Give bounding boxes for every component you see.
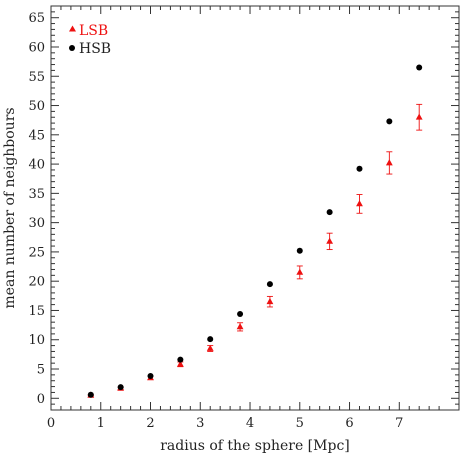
hsb-point <box>147 373 154 380</box>
y-axis-title: mean number of neighbours <box>2 107 18 308</box>
lsb-point <box>176 360 184 367</box>
y-tick-label: 15 <box>28 304 45 319</box>
x-axis-title: radius of the sphere [Mpc] <box>160 438 350 454</box>
hsb-point <box>356 165 363 172</box>
lsb-point <box>296 268 304 275</box>
y-tick-label: 40 <box>28 158 45 173</box>
lsb-point <box>206 344 214 351</box>
hsb-point <box>386 118 393 125</box>
y-tick-label: 60 <box>28 40 45 55</box>
x-tick-label: 3 <box>196 416 204 431</box>
legend-lsb-marker <box>69 25 76 32</box>
hsb-point <box>207 336 214 343</box>
hsb-point <box>237 310 244 317</box>
lsb-point <box>326 237 334 244</box>
y-tick-label: 35 <box>28 187 45 202</box>
hsb-point <box>177 356 184 363</box>
legend-hsb-marker <box>69 45 75 51</box>
lsb-point <box>415 113 423 120</box>
hsb-point <box>87 391 94 398</box>
y-tick-label: 30 <box>28 216 45 231</box>
x-tick-label: 5 <box>296 416 304 431</box>
hsb-point <box>416 64 423 71</box>
x-tick-label: 0 <box>47 416 55 431</box>
lsb-point <box>356 200 363 207</box>
lsb-point <box>236 323 244 330</box>
y-tick-label: 45 <box>28 128 45 143</box>
x-tick-label: 2 <box>146 416 154 431</box>
y-tick-label: 5 <box>37 363 45 378</box>
plot-frame <box>50 5 460 411</box>
y-tick-label: 50 <box>28 99 45 114</box>
x-tick-label: 7 <box>395 416 403 431</box>
legend-hsb-label: HSB <box>79 41 111 57</box>
data-marks <box>87 64 423 398</box>
y-tick-label: 55 <box>28 70 45 85</box>
lsb-point <box>385 159 393 166</box>
hsb-point <box>326 209 333 216</box>
legend: LSB HSB <box>69 23 111 57</box>
x-tick-label: 4 <box>246 416 254 431</box>
x-tick-label: 1 <box>97 416 105 431</box>
y-tick-label: 0 <box>37 392 45 407</box>
lsb-point <box>266 297 274 305</box>
legend-lsb-label: LSB <box>79 23 108 39</box>
hsb-point <box>266 281 273 288</box>
y-tick-label: 65 <box>28 11 45 26</box>
y-tick-label: 20 <box>28 275 45 290</box>
hsb-point <box>117 384 124 391</box>
y-tick-label: 25 <box>28 245 45 260</box>
hsb-point <box>296 247 303 254</box>
y-tick-label: 10 <box>28 333 45 348</box>
x-tick-label: 6 <box>345 416 353 431</box>
axis-ticks <box>50 5 459 410</box>
